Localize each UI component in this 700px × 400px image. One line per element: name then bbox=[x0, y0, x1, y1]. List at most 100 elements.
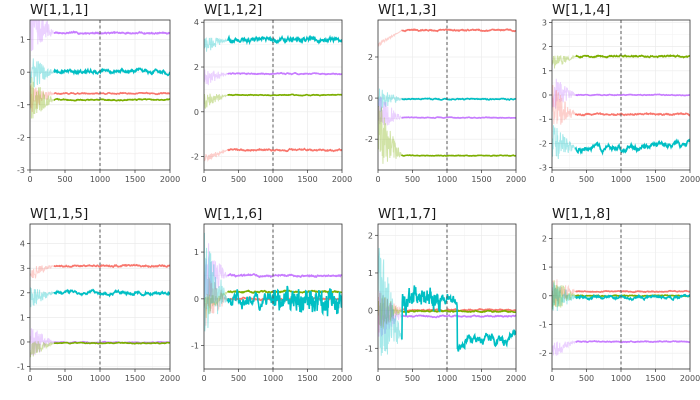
trace-burnin bbox=[378, 29, 403, 47]
x-tick-label: 0 bbox=[201, 175, 206, 184]
x-tick-label: 500 bbox=[405, 374, 420, 383]
trace-burnin bbox=[204, 276, 229, 326]
trace-line bbox=[574, 111, 690, 117]
y-tick-label: 1 bbox=[542, 67, 547, 76]
trace-burnin bbox=[378, 247, 403, 356]
trace-burnin bbox=[30, 264, 55, 280]
x-tick-label: 2000 bbox=[506, 175, 526, 184]
trace-burnin bbox=[30, 85, 55, 112]
y-tick-label: -2 bbox=[539, 349, 547, 358]
y-tick-label: 0 bbox=[368, 94, 373, 103]
x-tick-label: 500 bbox=[57, 175, 72, 184]
x-tick-label: 500 bbox=[579, 374, 594, 383]
trace-line bbox=[227, 289, 342, 295]
x-tick-label: 500 bbox=[231, 175, 246, 184]
trace-line bbox=[400, 154, 516, 157]
x-tick-label: 1500 bbox=[645, 374, 665, 383]
trace-burnin bbox=[552, 282, 577, 312]
trace-burnin bbox=[378, 105, 403, 164]
panel-title: W[1,1,4] bbox=[552, 2, 610, 18]
panel-title: W[1,1,8] bbox=[552, 206, 610, 222]
trace-line bbox=[53, 97, 170, 102]
y-tick-label: 0 bbox=[542, 91, 547, 100]
trace-line bbox=[53, 288, 170, 298]
x-tick-label: 0 bbox=[27, 175, 32, 184]
trace-burnin bbox=[204, 243, 229, 300]
trace-line bbox=[401, 314, 516, 319]
y-tick-label: 1 bbox=[20, 36, 25, 45]
trace-line bbox=[227, 272, 342, 279]
y-tick-label: 0 bbox=[20, 68, 25, 77]
trace-burnin bbox=[30, 340, 55, 358]
y-tick-label: -1 bbox=[191, 342, 199, 351]
x-tick-label: 1500 bbox=[471, 175, 491, 184]
trace-line bbox=[401, 97, 516, 102]
y-tick-label: 1 bbox=[542, 263, 547, 272]
x-tick-label: 1000 bbox=[437, 175, 457, 184]
trace-line bbox=[53, 67, 170, 77]
x-tick-label: 1000 bbox=[611, 374, 631, 383]
trace-burnin bbox=[552, 339, 577, 356]
y-tick-label: 2 bbox=[542, 234, 547, 243]
trace-burnin bbox=[204, 291, 229, 318]
y-tick-label: 4 bbox=[20, 240, 25, 249]
y-tick-label: -2 bbox=[539, 139, 547, 148]
trace-burnin bbox=[378, 292, 403, 333]
trace-line bbox=[401, 28, 516, 33]
y-tick-label: 2 bbox=[20, 289, 25, 298]
trace-line bbox=[575, 289, 690, 294]
trace-burnin bbox=[552, 84, 577, 125]
y-tick-label: 0 bbox=[20, 338, 25, 347]
trace-burnin bbox=[30, 58, 55, 88]
trace-line bbox=[227, 71, 342, 76]
trace-line bbox=[53, 30, 170, 36]
trace-burnin bbox=[204, 93, 229, 109]
y-tick-label: -1 bbox=[539, 320, 547, 329]
y-tick-label: 2 bbox=[368, 231, 373, 240]
panel-title: W[1,1,7] bbox=[378, 206, 436, 222]
y-tick-label: -1 bbox=[539, 115, 547, 124]
trace-line bbox=[575, 54, 690, 59]
x-tick-label: 500 bbox=[579, 175, 594, 184]
trace-burnin bbox=[204, 37, 229, 52]
y-tick-label: 0 bbox=[368, 307, 373, 316]
panel-8: W[1,1,8] 0 500 1000 1500 2000 -2 -1 0 1 2 bbox=[539, 206, 700, 383]
y-tick-label: 3 bbox=[20, 264, 25, 273]
x-tick-label: 500 bbox=[57, 374, 72, 383]
trace-burnin bbox=[30, 77, 55, 119]
trace-burnin bbox=[204, 69, 229, 86]
panel-3: W[1,1,3] 0 500 1000 1500 2000 -2 0 2 bbox=[365, 2, 526, 184]
y-tick-label: 0 bbox=[194, 295, 199, 304]
x-tick-label: 0 bbox=[201, 374, 206, 383]
trace-burnin bbox=[378, 88, 403, 113]
x-tick-label: 0 bbox=[27, 374, 32, 383]
trace-burnin bbox=[30, 20, 55, 52]
trace-burnin bbox=[552, 78, 577, 109]
y-tick-label: -1 bbox=[17, 101, 25, 110]
y-tick-label: 3 bbox=[542, 18, 547, 27]
y-tick-label: -1 bbox=[17, 363, 25, 372]
trace-burnin bbox=[378, 96, 403, 126]
x-tick-label: 2000 bbox=[680, 374, 700, 383]
trace-burnin bbox=[30, 328, 55, 356]
y-tick-label: 1 bbox=[368, 269, 373, 278]
panel-title: W[1,1,1] bbox=[30, 2, 88, 18]
trace-line bbox=[53, 91, 170, 96]
y-tick-label: 0 bbox=[542, 292, 547, 301]
panel-title: W[1,1,3] bbox=[378, 2, 436, 18]
x-tick-label: 1500 bbox=[471, 374, 491, 383]
trace-line bbox=[53, 341, 170, 345]
x-tick-label: 500 bbox=[231, 374, 246, 383]
x-tick-label: 1500 bbox=[125, 374, 145, 383]
panel-6: W[1,1,6] 0 500 1000 1500 2000 -1 0 1 bbox=[191, 206, 352, 383]
y-tick-label: 1 bbox=[194, 248, 199, 257]
x-tick-label: 2000 bbox=[506, 374, 526, 383]
x-tick-label: 0 bbox=[375, 175, 380, 184]
trace-line bbox=[575, 93, 690, 97]
trace-line bbox=[227, 93, 342, 97]
y-tick-label: -2 bbox=[365, 135, 373, 144]
trace-burnin bbox=[30, 287, 55, 308]
x-tick-label: 1000 bbox=[263, 175, 283, 184]
trace-burnin bbox=[204, 149, 229, 162]
